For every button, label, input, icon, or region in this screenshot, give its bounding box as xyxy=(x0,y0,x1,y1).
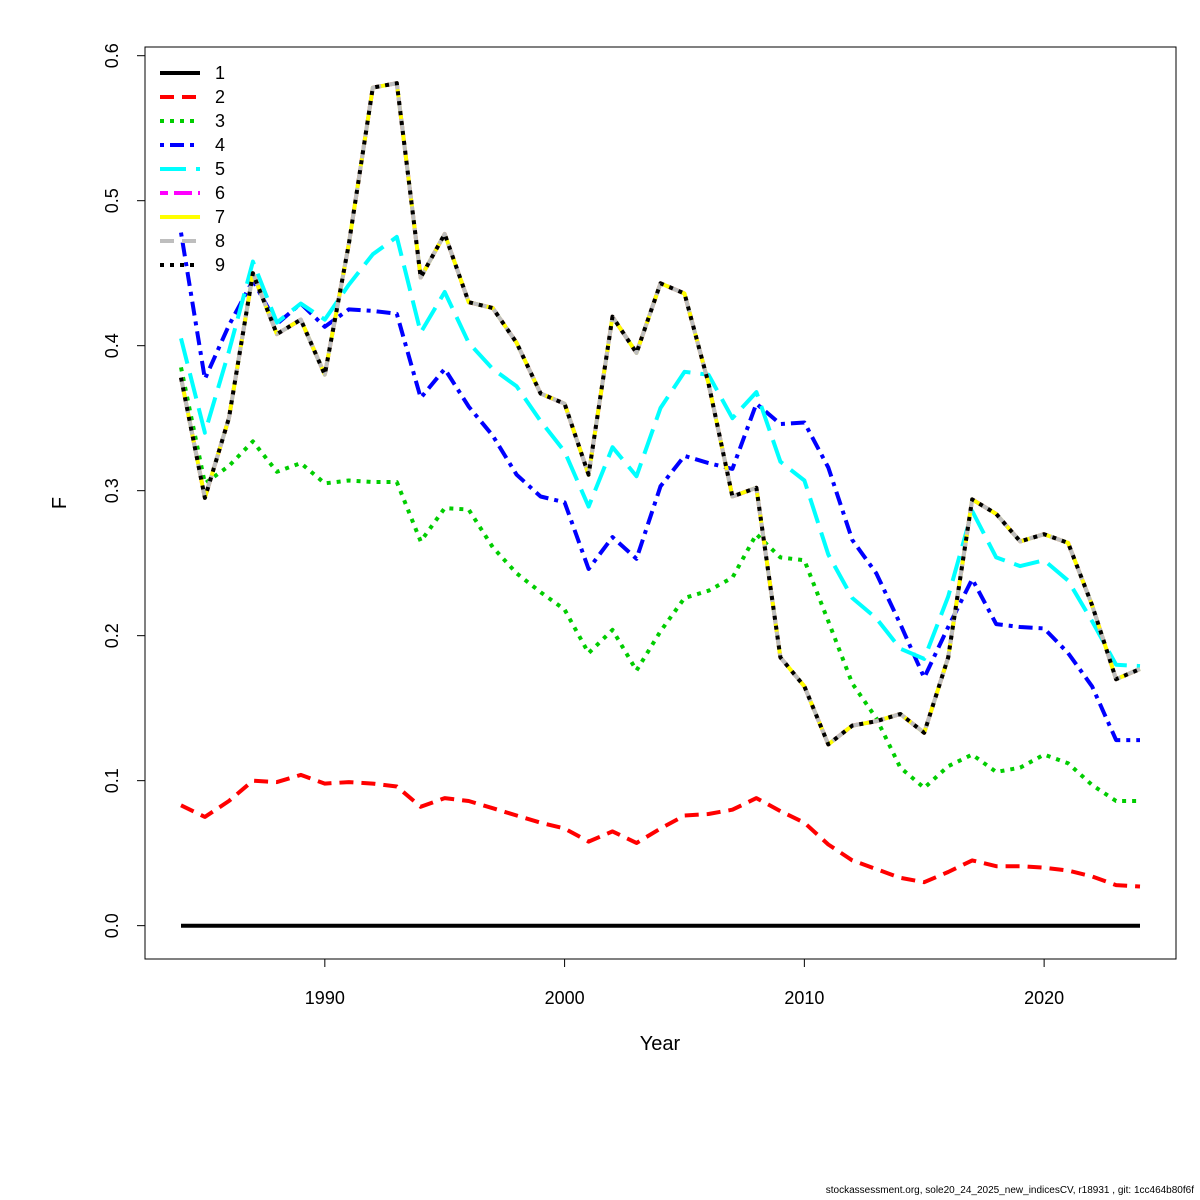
legend-label-1: 1 xyxy=(215,63,225,83)
series-layer xyxy=(179,81,1141,928)
legend-label-5: 5 xyxy=(215,159,225,179)
legend-label-9: 9 xyxy=(215,255,225,275)
legend-label-7: 7 xyxy=(215,207,225,227)
y-tick-label: 0.5 xyxy=(102,188,122,213)
x-axis-title: Year xyxy=(640,1033,681,1055)
y-tick-label: 0.4 xyxy=(102,333,122,358)
y-tick-label: 0.6 xyxy=(102,43,122,68)
x-tick-label: 1990 xyxy=(305,988,345,1008)
legend: 1 2 3 4 5 6 7 8 9 xyxy=(160,63,225,275)
series-line-4 xyxy=(179,232,1140,743)
x-tick-label: 2010 xyxy=(784,988,824,1008)
y-tick-label: 0.3 xyxy=(102,478,122,503)
legend-label-8: 8 xyxy=(215,231,225,251)
y-axis-title: F xyxy=(49,497,71,509)
legend-label-3: 3 xyxy=(215,111,225,131)
footer-text: stockassessment.org, sole20_24_2025_new_… xyxy=(825,1185,1194,1196)
legend-label-2: 2 xyxy=(215,87,225,107)
x-tick-label: 2000 xyxy=(545,988,585,1008)
y-tick-label: 0.0 xyxy=(102,913,122,938)
series-line-3 xyxy=(179,366,1140,803)
series-line-5 xyxy=(179,234,1141,669)
axis-layer: 1990 2000 2010 2020 0.0 0.1 0.2 0.3 0.4 0.5 0.6 xyxy=(102,43,1064,1008)
legend-label-4: 4 xyxy=(215,135,225,155)
x-tick-label: 2020 xyxy=(1024,988,1064,1008)
plot-frame xyxy=(144,46,1177,960)
legend-label-6: 6 xyxy=(215,183,225,203)
y-tick-label: 0.2 xyxy=(102,623,122,648)
series-line-9 xyxy=(179,81,1141,747)
y-tick-label: 0.1 xyxy=(102,768,122,793)
series-line-2 xyxy=(180,772,1141,889)
